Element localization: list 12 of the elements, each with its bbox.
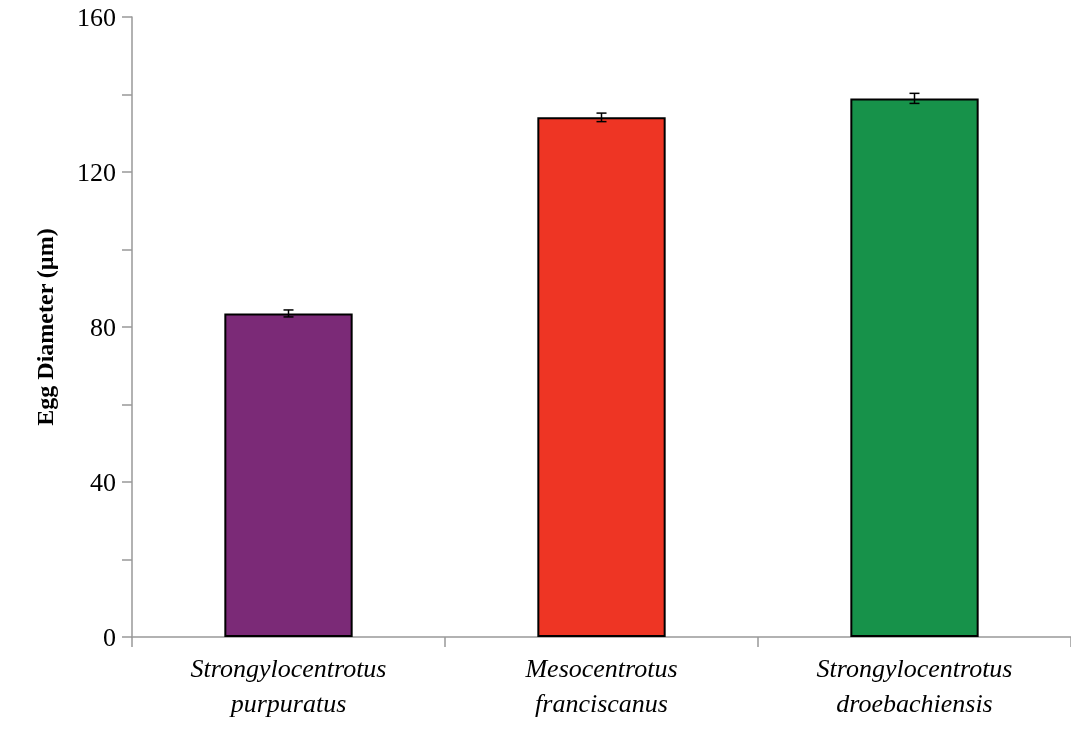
bar	[224, 313, 353, 637]
y-tick-label: 160	[77, 2, 116, 32]
y-tick-label: 40	[90, 467, 116, 497]
y-tick-label: 120	[77, 157, 116, 187]
x-tick-label: Strongylocentrotus droebachiensis	[816, 654, 1013, 718]
y-tick-label: 0	[103, 622, 116, 652]
y-axis-title: Egg Diameter (µm)	[32, 228, 58, 426]
y-tick-label: 80	[90, 312, 116, 342]
bar	[850, 98, 979, 637]
x-tick-label: Mesocentrotus franciscanus	[524, 654, 678, 718]
bar	[537, 117, 666, 637]
x-tick-label: Strongylocentrotus purpuratus	[190, 654, 387, 718]
